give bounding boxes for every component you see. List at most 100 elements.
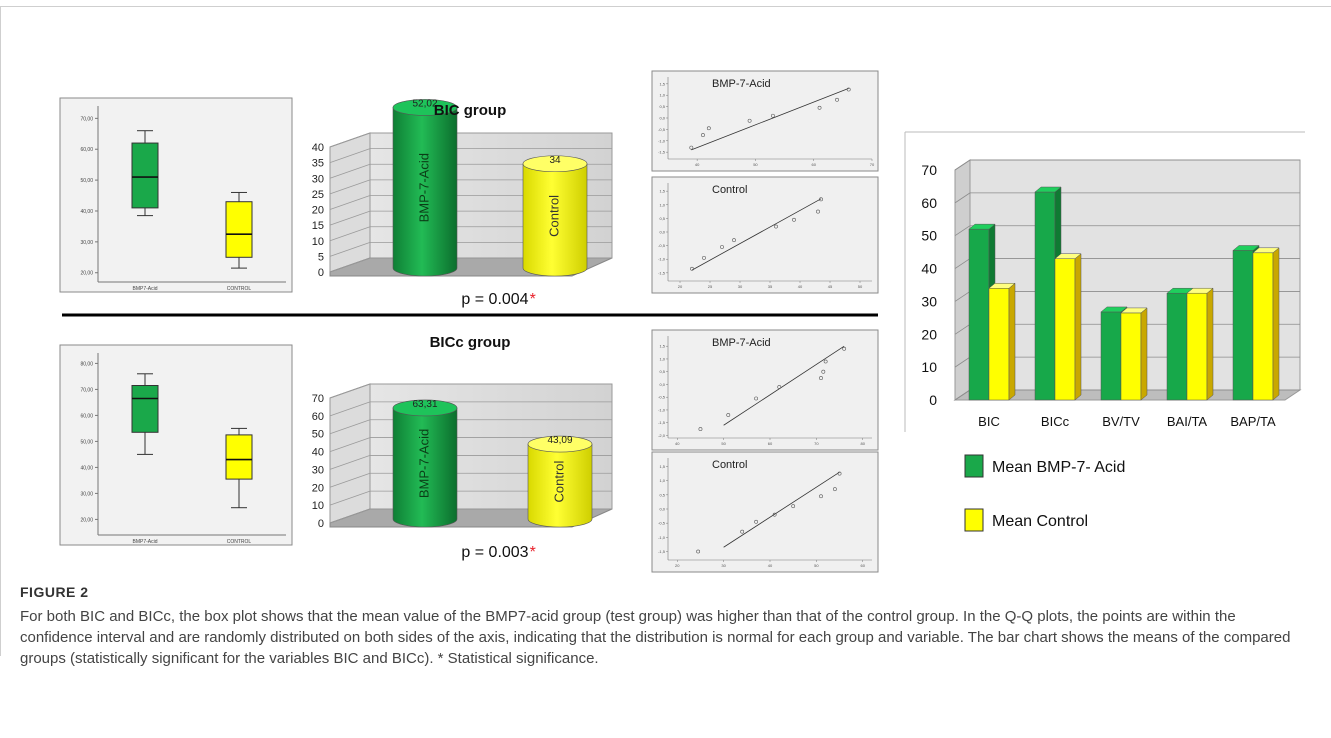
cylinder-y-tick-label: 0 (318, 518, 324, 530)
qq-x-tick-label: 60 (811, 162, 816, 167)
bar-chart-category-label: BAP/TA (1230, 414, 1276, 429)
cylinder-y-tick-label: 35 (312, 158, 324, 170)
qq-x-tick-label: 30 (721, 563, 726, 568)
cylinder-y-tick-label: 15 (312, 220, 324, 232)
p-value-label: p = 0.003 (461, 544, 528, 561)
cylinder-grid-line (329, 195, 371, 210)
qq-point (772, 512, 777, 517)
boxplot-category-label: CONTROL (227, 539, 252, 545)
boxplot-frame (59, 344, 293, 546)
qq-point (819, 376, 823, 380)
qq-y-tick-label: -1,5 (658, 549, 666, 554)
cylinder-category-label: BMP-7-Acid (416, 429, 431, 498)
qq-y-tick-label: 0,5 (659, 216, 665, 221)
cylinder-y-tick-label: 30 (312, 173, 324, 185)
bar-top (1232, 245, 1260, 251)
qq-point (842, 346, 847, 351)
significance-asterisk: * (530, 544, 536, 561)
boxplot-box-bic: 20,00 30,00 40,00 50,00 60,00 70,00 BMP7-Acid C… (59, 97, 293, 293)
legend-swatch (964, 508, 984, 532)
qq-point (792, 217, 796, 222)
boxplot-y-tick-label: 40,00 (80, 465, 93, 471)
qq-x-tick-label: 40 (695, 162, 700, 167)
bar (968, 228, 990, 401)
significance-asterisk: * (530, 291, 536, 308)
bar (1232, 250, 1254, 401)
cylinder-top (392, 399, 458, 417)
bar-side (1074, 253, 1082, 401)
qq-point (819, 197, 823, 202)
legend-label: Mean BMP-7- Acid (992, 459, 1125, 476)
bar-chart-side-wall (954, 159, 971, 401)
qq-x-tick-label: 40 (675, 441, 680, 446)
qq-y-tick-label: 1,5 (659, 344, 665, 349)
qq-plot-qq-bic-bmp: -1,5 -1,0 -0,5 0,0 0,5 1,0 1,5 40 50 60 70 BMP-7-Ac… (651, 70, 879, 172)
cylinder-category-label: Control (546, 195, 561, 237)
qq-plot-frame (651, 329, 879, 451)
qq-reference-line (691, 88, 849, 151)
bar-chart-grid-line (954, 356, 971, 368)
cylinder-grid-line (329, 383, 371, 399)
boxplot-category-label: CONTROL (227, 286, 252, 292)
cylinder-y-tick-label: 70 (312, 393, 324, 405)
bar (1186, 292, 1208, 401)
cylinder-grid-line (329, 508, 371, 524)
cylinder-y-tick-label: 40 (312, 142, 324, 154)
qq-point (817, 105, 822, 110)
figure-top-border (0, 6, 1331, 7)
qq-y-tick-label: 1,5 (659, 189, 665, 194)
cylinder-grid-line (329, 210, 371, 226)
qq-x-tick-label: 30 (738, 284, 743, 289)
grouped-bar-chart: 0 10 20 30 40 50 60 70 BIC BICc BV/TV BAI/TA BAP/TA M… (904, 131, 1305, 532)
cylinder-bar (527, 443, 593, 528)
boxplot-y-tick-label: 80,00 (80, 361, 93, 367)
figure-caption-text: For both BIC and BICc, the box plot show… (20, 608, 1291, 667)
cylinder-top (392, 99, 458, 116)
qq-x-tick-label: 60 (768, 441, 773, 446)
bar-chart-category-label: BAI/TA (1167, 414, 1208, 429)
boxplot-y-tick-label: 20,00 (80, 271, 93, 277)
qq-y-tick-label: 0,0 (659, 382, 665, 387)
bar-chart-grid-line (954, 225, 971, 237)
cylinder-bar (392, 107, 458, 277)
bar-chart-y-tick-label: 20 (921, 326, 937, 342)
cylinder-chart-title: BICc group (430, 334, 511, 351)
boxplot-box (225, 434, 253, 480)
figure-left-border (0, 6, 1, 656)
cylinder-grid-line (329, 455, 371, 470)
qq-x-tick-label: 50 (814, 563, 819, 568)
qq-point (774, 224, 778, 229)
cylinder-value-label: 52,02 (412, 98, 437, 109)
qq-point (837, 471, 842, 476)
qq-y-tick-label: -1,0 (658, 535, 666, 540)
qq-point (732, 238, 736, 243)
qq-point (698, 427, 703, 431)
boxplot-frame (59, 97, 293, 293)
cylinder-grid-line (329, 148, 371, 164)
bar-chart-y-tick-label: 30 (921, 293, 937, 309)
qq-point (819, 494, 823, 499)
bar (1252, 252, 1274, 401)
qq-y-tick-label: -1,5 (658, 150, 666, 155)
bar-chart-y-tick-label: 0 (929, 392, 937, 408)
qq-point (835, 97, 839, 102)
boxplot-box (131, 142, 159, 209)
qq-point (816, 209, 820, 214)
qq-y-tick-label: -1,5 (658, 270, 666, 275)
cylinder-chart-title: BIC group (434, 102, 507, 119)
cylinder-bar (392, 407, 458, 528)
qq-plot-title: Control (712, 184, 747, 196)
boxplot-y-tick-label: 60,00 (80, 413, 93, 419)
qq-y-tick-label: 1,5 (659, 81, 665, 86)
qq-point (690, 266, 694, 271)
cylinder-side-wall (329, 383, 371, 524)
bar-chart-y-tick-label: 40 (921, 261, 937, 277)
qq-plot-title: BMP-7-Acid (712, 78, 771, 90)
cylinder-grid-line (329, 163, 371, 179)
qq-plot-qq-bicc-bmp: -2,0 -1,5 -1,0 -0,5 0,0 0,5 1,0 1,5 40 50 60 70 80 BM… (651, 329, 879, 451)
cylinder-top (527, 435, 593, 453)
bar (1100, 311, 1122, 401)
qq-y-tick-label: 0,5 (659, 369, 665, 374)
cylinder-grid-line (329, 437, 371, 452)
